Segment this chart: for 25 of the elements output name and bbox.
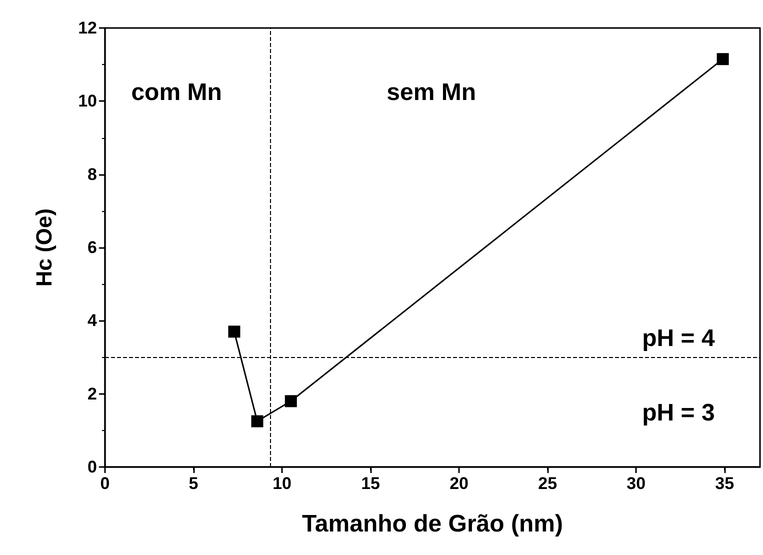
x-axis-title: Tamanho de Grão (nm) bbox=[302, 510, 563, 538]
y-tick-label: 12 bbox=[78, 18, 97, 38]
x-tick-label: 0 bbox=[100, 474, 110, 493]
y-tick-label: 6 bbox=[88, 238, 97, 257]
point bbox=[251, 415, 264, 428]
x-tick-label: 35 bbox=[715, 474, 734, 493]
annotation: sem Mn bbox=[386, 79, 476, 106]
y-tick-label: 8 bbox=[88, 164, 97, 184]
x-tick-label: 25 bbox=[538, 474, 558, 493]
y-tick-label: 2 bbox=[88, 384, 97, 404]
y-tick-label: 10 bbox=[78, 92, 97, 111]
x-tick-label: 15 bbox=[361, 474, 380, 493]
y-tick-label: 4 bbox=[88, 311, 98, 330]
point bbox=[716, 53, 729, 66]
y-axis-title: Hc (Oe) bbox=[32, 208, 56, 287]
x-tick-label: 5 bbox=[188, 474, 198, 493]
y-tick-label: 0 bbox=[88, 458, 97, 476]
x-tick-label: 20 bbox=[450, 474, 469, 493]
annotation: pH = 3 bbox=[642, 400, 715, 427]
annotation: pH = 4 bbox=[642, 325, 716, 352]
x-tick-label: 30 bbox=[626, 474, 646, 493]
point bbox=[284, 395, 297, 408]
annotation: com Mn bbox=[131, 79, 222, 106]
x-tick-label: 10 bbox=[272, 474, 292, 493]
point bbox=[228, 326, 240, 338]
